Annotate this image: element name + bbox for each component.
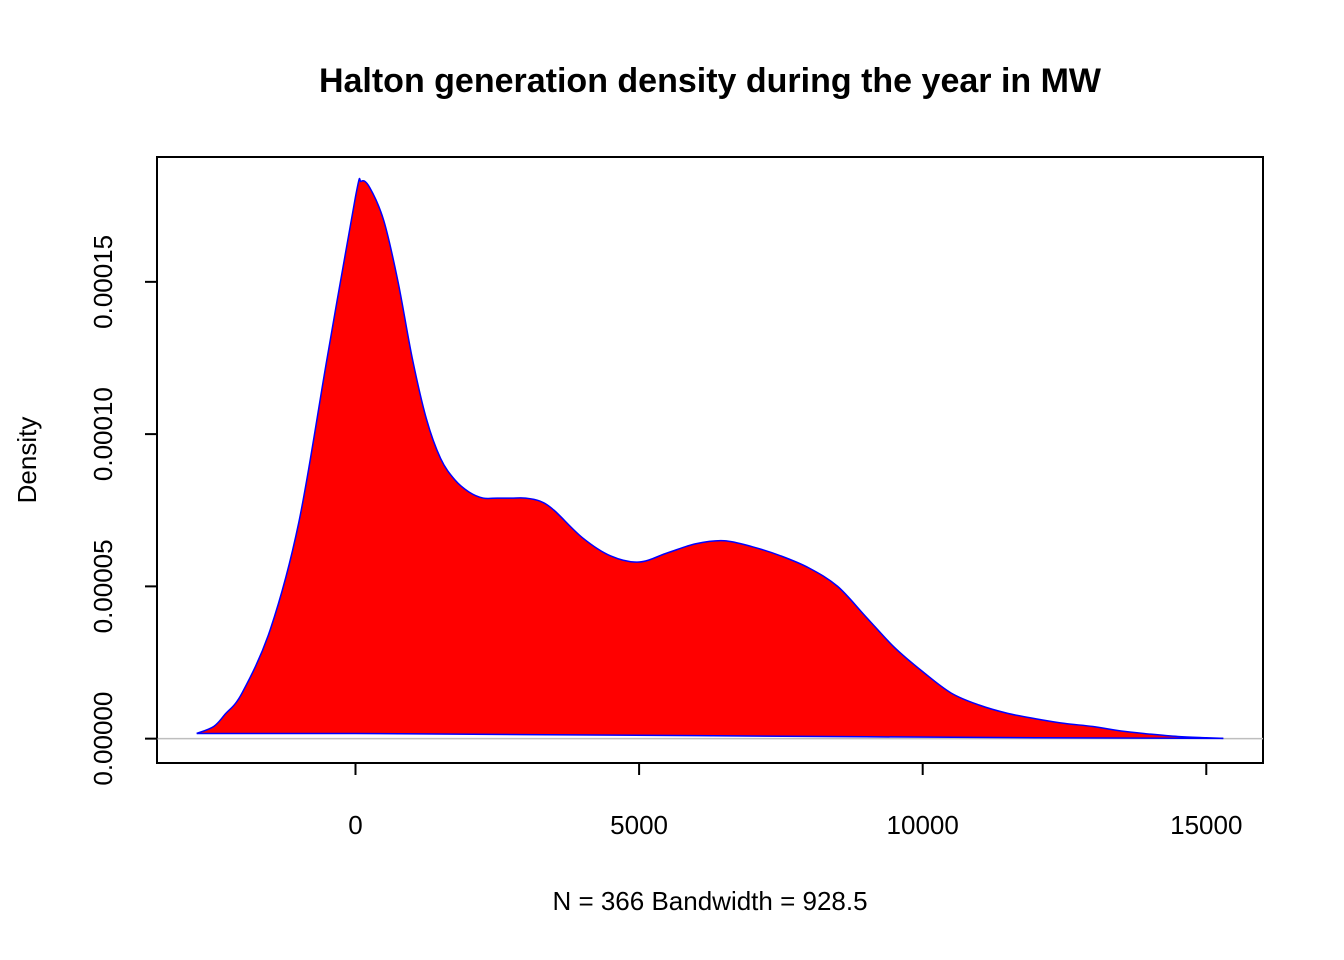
x-axis: 0 5000 10000 15000 [348, 762, 1242, 840]
y-axis: 0.00000 0.00005 0.00010 0.00015 [88, 235, 158, 786]
y-tick-label: 0.00000 [88, 692, 118, 786]
density-baseline [196, 732, 1224, 740]
y-tick-label: 0.00015 [88, 235, 118, 329]
x-tick-label: 0 [348, 810, 362, 840]
x-tick-label: 15000 [1170, 810, 1242, 840]
y-tick-label: 0.00005 [88, 539, 118, 633]
chart-title: Halton generation density during the yea… [319, 62, 1102, 100]
x-tick-label: 5000 [610, 810, 668, 840]
x-tick-label: 10000 [887, 810, 959, 840]
plot-area [157, 177, 1263, 740]
density-line [196, 177, 1224, 740]
x-axis-label: N = 366 Bandwidth = 928.5 [552, 886, 867, 916]
y-axis-label: Density [12, 417, 42, 504]
y-tick-label: 0.00010 [88, 387, 118, 481]
density-area [196, 178, 1224, 739]
